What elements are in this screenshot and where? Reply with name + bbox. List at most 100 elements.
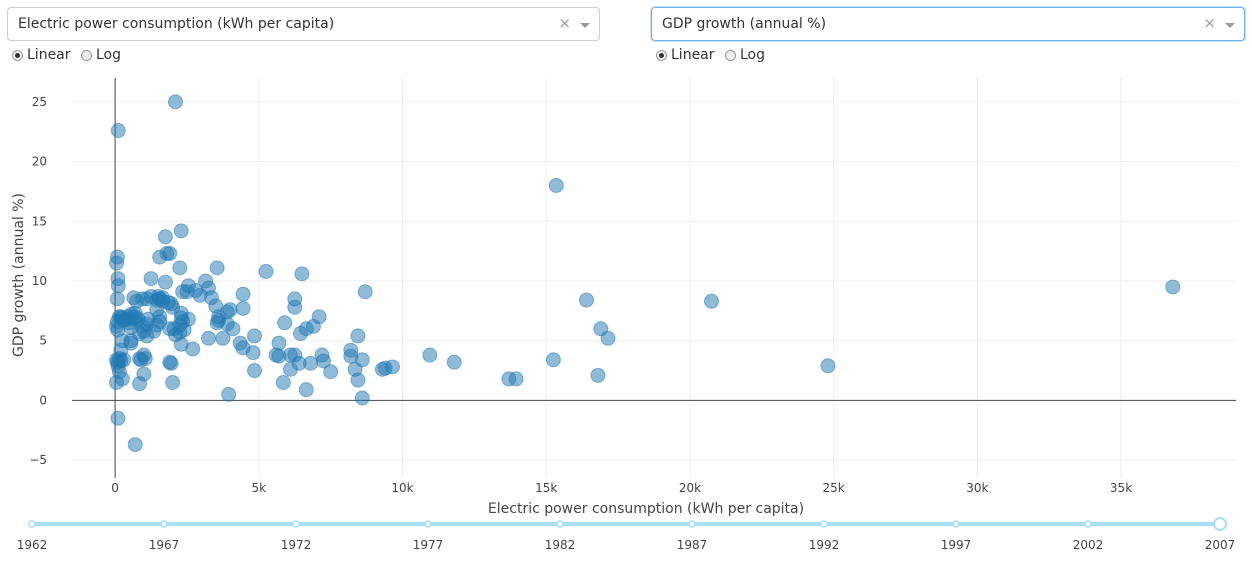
- slider-dot[interactable]: [28, 520, 36, 528]
- data-point[interactable]: [209, 260, 225, 276]
- data-point[interactable]: [137, 351, 153, 367]
- data-point[interactable]: [1165, 279, 1181, 295]
- data-point[interactable]: [298, 382, 314, 398]
- radio-checked-icon[interactable]: [12, 49, 23, 61]
- data-point[interactable]: [221, 386, 237, 402]
- x-axis-dropdown[interactable]: Electric power consumption (kWh per capi…: [7, 7, 600, 41]
- data-point[interactable]: [287, 299, 303, 315]
- data-point[interactable]: [275, 374, 291, 390]
- data-point[interactable]: [173, 223, 189, 239]
- data-point[interactable]: [143, 271, 159, 287]
- slider-mark-label[interactable]: 2007: [1205, 538, 1236, 552]
- slider-mark-label[interactable]: 1977: [413, 538, 444, 552]
- data-point[interactable]: [282, 361, 298, 377]
- data-point[interactable]: [157, 229, 173, 245]
- data-point[interactable]: [109, 291, 125, 307]
- data-point[interactable]: [545, 352, 561, 368]
- data-point[interactable]: [127, 437, 143, 453]
- data-point[interactable]: [235, 286, 251, 302]
- data-point[interactable]: [350, 328, 366, 344]
- data-point[interactable]: [163, 355, 179, 371]
- data-point[interactable]: [110, 123, 126, 139]
- data-point[interactable]: [175, 284, 191, 300]
- slider-dot[interactable]: [160, 520, 168, 528]
- y-axis-dropdown[interactable]: GDP growth (annual %) ×: [651, 7, 1245, 41]
- data-point[interactable]: [578, 292, 594, 308]
- data-point[interactable]: [136, 366, 152, 382]
- slider-mark-label[interactable]: 1967: [149, 538, 180, 552]
- data-point[interactable]: [350, 372, 366, 388]
- data-point[interactable]: [162, 321, 178, 337]
- x-axis-dropdown-value: Electric power consumption (kWh per capi…: [18, 16, 335, 32]
- data-point[interactable]: [277, 315, 293, 331]
- data-point[interactable]: [114, 371, 130, 387]
- y-scale-linear-radio[interactable]: Linear: [656, 47, 715, 63]
- data-point[interactable]: [247, 363, 263, 379]
- slider-mark-label[interactable]: 2002: [1073, 538, 1104, 552]
- data-point[interactable]: [201, 330, 217, 346]
- data-point[interactable]: [165, 374, 181, 390]
- x-chevron-down-icon[interactable]: [580, 23, 590, 28]
- slider-mark-label[interactable]: 1962: [17, 538, 48, 552]
- year-slider[interactable]: 1962 1967 1972 1977 1982 1987 1992 1997 2002 2007: [17, 517, 1236, 552]
- y-axis-dropdown-value: GDP growth (annual %): [662, 16, 827, 32]
- data-point[interactable]: [703, 293, 719, 309]
- data-point[interactable]: [446, 354, 462, 370]
- data-point[interactable]: [211, 309, 227, 325]
- data-point[interactable]: [172, 260, 188, 276]
- data-point[interactable]: [508, 371, 524, 387]
- x-clear-icon[interactable]: ×: [558, 14, 571, 32]
- radio-unchecked-icon[interactable]: [80, 49, 92, 61]
- slider-mark-label[interactable]: 1987: [677, 538, 708, 552]
- data-point[interactable]: [167, 94, 183, 110]
- slider-dot[interactable]: [556, 520, 564, 528]
- data-point[interactable]: [157, 274, 173, 290]
- data-point[interactable]: [315, 353, 331, 369]
- radio-checked-icon[interactable]: [656, 49, 667, 61]
- data-point[interactable]: [110, 410, 126, 426]
- data-point[interactable]: [268, 347, 284, 363]
- slider-mark-label[interactable]: 1992: [809, 538, 840, 552]
- data-point[interactable]: [354, 390, 370, 406]
- slider-dot[interactable]: [1084, 520, 1092, 528]
- data-point[interactable]: [152, 249, 168, 265]
- data-point[interactable]: [590, 367, 606, 383]
- data-point[interactable]: [109, 249, 125, 265]
- slider-handle[interactable]: [1213, 517, 1227, 531]
- slider-dot[interactable]: [820, 520, 828, 528]
- y-scale-log-radio[interactable]: Log: [724, 47, 765, 63]
- radio-unchecked-icon[interactable]: [724, 49, 736, 61]
- y-chevron-down-icon[interactable]: [1225, 23, 1235, 28]
- slider-mark-label[interactable]: 1982: [545, 538, 576, 552]
- data-point[interactable]: [110, 271, 126, 287]
- slider-dot[interactable]: [952, 520, 960, 528]
- y-clear-icon[interactable]: ×: [1203, 14, 1216, 32]
- slider-dot[interactable]: [688, 520, 696, 528]
- data-point[interactable]: [600, 330, 616, 346]
- y-tick-label: −5: [29, 453, 47, 467]
- data-point[interactable]: [820, 358, 836, 374]
- data-point[interactable]: [185, 341, 201, 357]
- data-point[interactable]: [377, 360, 393, 376]
- data-point[interactable]: [357, 284, 373, 300]
- data-point[interactable]: [130, 311, 146, 327]
- data-point[interactable]: [292, 326, 308, 342]
- slider-dot[interactable]: [424, 520, 432, 528]
- data-point[interactable]: [215, 330, 231, 346]
- data-point[interactable]: [323, 364, 339, 380]
- data-point[interactable]: [235, 340, 251, 356]
- data-point[interactable]: [247, 328, 263, 344]
- slider-mark-label[interactable]: 1997: [941, 538, 972, 552]
- slider-dot[interactable]: [292, 520, 300, 528]
- x-scale-log-radio[interactable]: Log: [80, 47, 121, 63]
- data-point[interactable]: [422, 347, 438, 363]
- slider-mark-label[interactable]: 1972: [281, 538, 312, 552]
- data-point[interactable]: [294, 266, 310, 282]
- data-point[interactable]: [116, 352, 132, 368]
- data-point[interactable]: [126, 290, 142, 306]
- data-point[interactable]: [235, 300, 251, 316]
- data-point[interactable]: [258, 263, 274, 279]
- data-point[interactable]: [548, 177, 564, 193]
- x-scale-linear-radio[interactable]: Linear: [12, 47, 71, 63]
